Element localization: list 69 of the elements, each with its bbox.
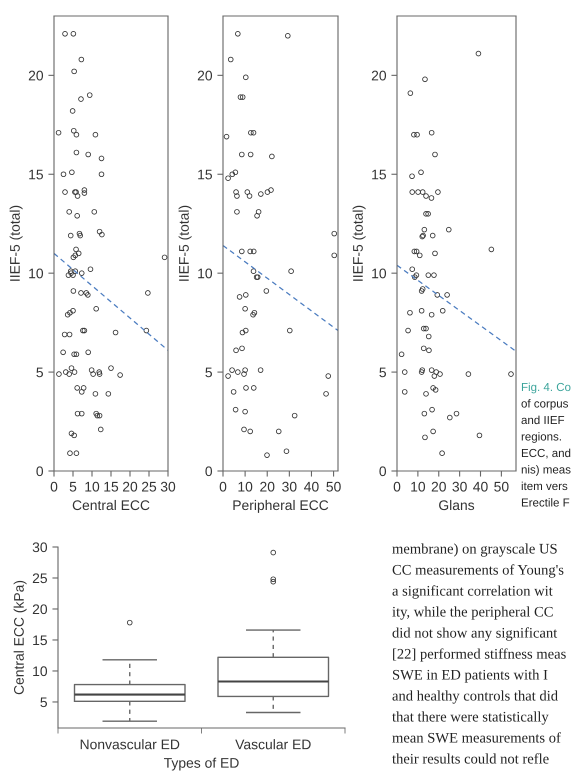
x-tick-label: 0: [50, 482, 58, 492]
x-tick-label: 40: [304, 482, 319, 492]
text: CC measurements of Young's: [392, 564, 564, 578]
x-tick-label: Nonvascular ED: [80, 739, 180, 750]
y-tick-label: 10: [198, 268, 212, 278]
y-tick-label: 5: [205, 368, 212, 378]
x-tick-label: 30: [282, 482, 297, 492]
text: Erectile F: [522, 498, 570, 507]
y-axis-title: Central ECC (kPa): [14, 580, 27, 694]
text: [22] performed stiffness meas: [393, 648, 566, 662]
x-tick-label: 40: [473, 482, 488, 492]
y-tick-label: 15: [29, 170, 44, 180]
text: membrane) on grayscale US: [392, 543, 557, 557]
y-tick-label: 20: [372, 70, 386, 81]
caption: Fig. 4. Co: [522, 382, 570, 394]
text: that there were statistically: [392, 711, 549, 725]
x-tick-label: 10: [85, 482, 100, 492]
x-tick-label: 5: [70, 482, 76, 492]
text: their results could not refle: [392, 753, 549, 764]
y-tick-label: 20: [198, 70, 212, 81]
text: did not show any significant: [392, 627, 558, 641]
y-axis-title: IIEF-5 (total): [352, 206, 366, 281]
text: and healthy controls that did: [392, 690, 558, 704]
y-tick-label: 0: [379, 466, 386, 476]
x-tick-label: 30: [452, 482, 467, 492]
x-tick-label: 15: [104, 482, 118, 492]
x-tick-label: 50: [494, 482, 509, 492]
text: ECC, and: [522, 448, 570, 458]
y-tick-label: 30: [32, 542, 48, 552]
text: nis) meas: [522, 465, 571, 476]
x-axis-title: Peripheral ECC: [233, 500, 328, 513]
y-tick-label: 5: [36, 368, 43, 378]
text: regions.: [522, 432, 561, 443]
y-axis-title: IIEF-5 (total): [10, 206, 23, 281]
x-tick-label: 0: [394, 482, 400, 492]
y-tick-label: 10: [33, 666, 48, 676]
y-tick-label: 5: [379, 368, 386, 378]
text: ity, while the peripheral CC: [392, 606, 553, 620]
text: and IIEF: [521, 416, 564, 424]
y-tick-label: 0: [205, 466, 212, 476]
y-tick-label: 25: [32, 573, 48, 584]
y-axis-title: IIEF-5 (total): [178, 206, 192, 281]
y-tick-label: 20: [32, 604, 48, 614]
x-tick-label: 10: [411, 482, 426, 492]
x-tick-label: 50: [326, 482, 341, 492]
y-tick-label: 10: [29, 268, 44, 278]
x-tick-label: 20: [122, 482, 138, 492]
y-tick-label: 10: [372, 268, 386, 278]
y-tick-label: 15: [198, 170, 212, 180]
y-tick-label: 15: [372, 170, 386, 180]
text: mean SWE measurements of: [392, 732, 561, 743]
x-axis-title: Central ECC: [72, 500, 150, 510]
x-tick-label: 20: [260, 482, 274, 492]
text: of corpus: [521, 399, 568, 410]
x-axis-title: Types of ED: [164, 758, 239, 771]
x-tick-label: 10: [238, 482, 252, 492]
y-tick-label: 15: [33, 635, 48, 646]
text: a significant correlation wit: [392, 585, 553, 599]
x-tick-label: 20: [432, 482, 446, 492]
y-tick-label: 0: [36, 466, 44, 476]
x-tick-label: 30: [160, 482, 176, 492]
y-tick-label: 5: [40, 697, 47, 708]
x-tick-label: 25: [142, 482, 156, 492]
text: SWE in ED patients with I: [392, 669, 548, 683]
text: item vers: [522, 482, 568, 490]
y-tick-label: 20: [28, 70, 44, 81]
x-tick-label: Vascular ED: [235, 739, 311, 750]
x-tick-label: 0: [220, 482, 226, 492]
x-axis-title: Glans: [439, 500, 474, 510]
